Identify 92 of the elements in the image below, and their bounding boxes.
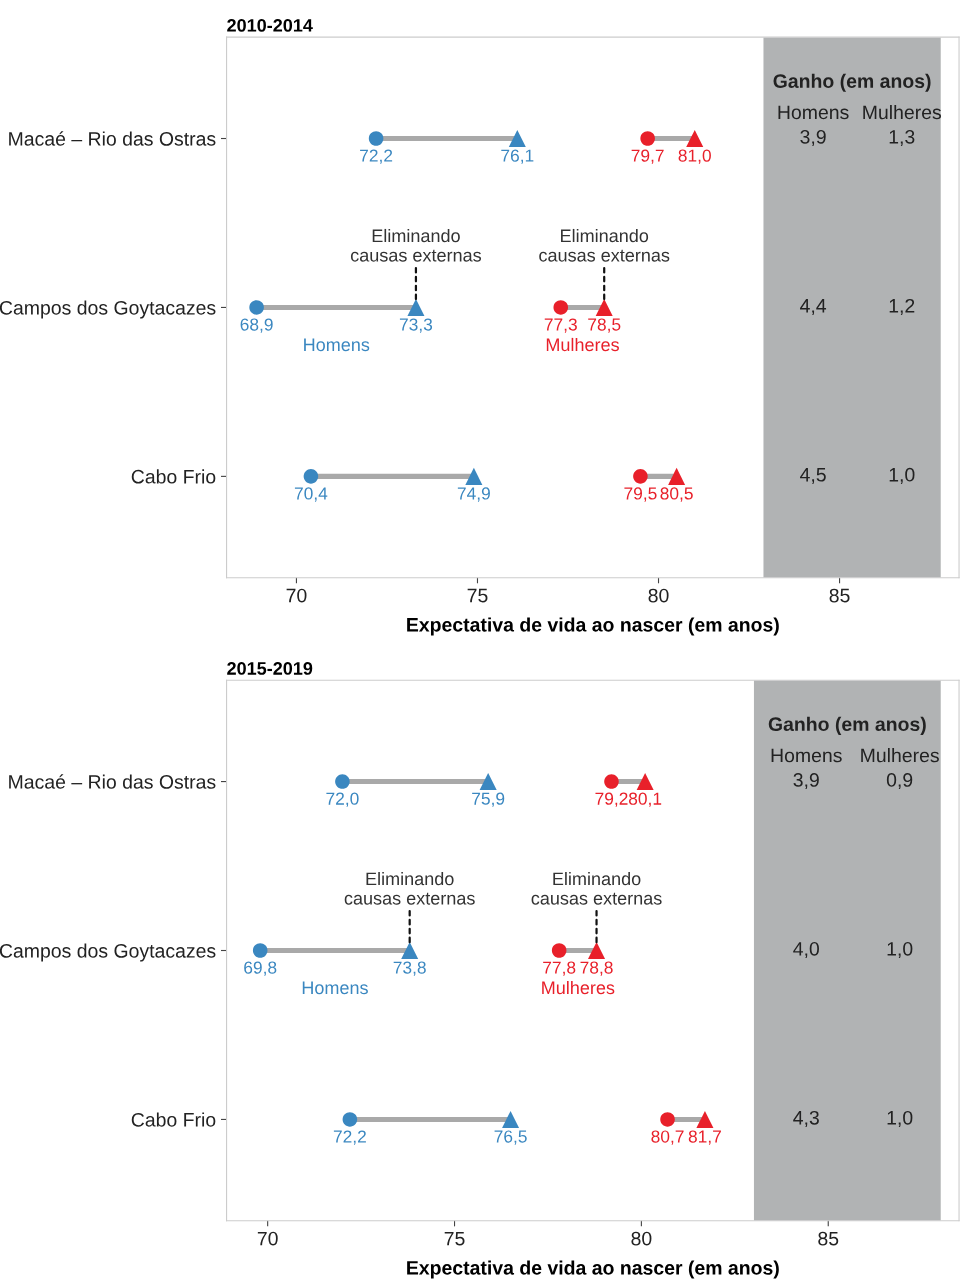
data-label: 74,9: [457, 487, 490, 502]
data-label: 80,5: [660, 487, 693, 502]
data-label: 79,7: [631, 149, 664, 164]
data-label: 4,5: [800, 468, 826, 484]
data-label: 81,0: [678, 149, 711, 164]
data-label: 72,0: [326, 792, 359, 807]
y-tick-label: Campos dos Goytacazes: [0, 943, 216, 962]
data-label: 81,7: [688, 1130, 721, 1145]
y-tick-label: Macaé – Rio das Ostras: [9, 774, 216, 789]
text: Homens: [304, 338, 370, 352]
chart-title: 2015-2019: [227, 662, 313, 675]
y-tick-label: Cabo Frio: [131, 1112, 216, 1127]
text: Homens: [302, 981, 368, 995]
point: [633, 469, 648, 484]
annotation: Homens: [778, 105, 849, 120]
data-label: 69,8: [244, 961, 277, 976]
series-label: Mulheres: [542, 980, 615, 995]
point: [553, 300, 569, 315]
point: [335, 774, 350, 789]
point: [696, 1110, 714, 1128]
data-label: 3,9: [793, 773, 819, 790]
annotation: Eliminando causas externas: [539, 228, 670, 262]
point: [249, 300, 264, 315]
data-label: 72,2: [333, 1130, 366, 1145]
data-label: 73,3: [399, 318, 433, 333]
point: [636, 773, 654, 791]
x-axis-title: Expectativa de vida ao nascer (em anos): [407, 617, 779, 636]
point: [508, 130, 526, 148]
data-label: 78,5: [588, 318, 621, 333]
data-label: 79,2: [595, 792, 628, 807]
point: [686, 130, 704, 148]
annotation: Homens: [771, 748, 842, 763]
data-label: 80,1: [628, 792, 662, 807]
data-label: 76,5: [494, 1130, 527, 1145]
point: [401, 942, 419, 960]
data-label: 1,2: [889, 298, 915, 315]
point: [303, 469, 319, 484]
data-label: 78,8: [580, 961, 613, 976]
point: [502, 1110, 520, 1128]
x-tick-label: 85: [818, 1231, 839, 1246]
x-tick-label: 85: [829, 588, 850, 603]
point: [668, 467, 686, 485]
data-label: 1,3: [889, 129, 915, 147]
data-label: 1,0: [889, 467, 915, 484]
point: [660, 1112, 675, 1127]
y-tick-label: Macaé – Rio das Ostras: [9, 131, 216, 146]
chart-title: 2010-2014: [227, 18, 313, 32]
data-label: 0,9: [886, 773, 913, 790]
x-tick-label: 70: [286, 588, 307, 603]
x-tick-label: 80: [631, 1231, 652, 1246]
data-label: 70,4: [294, 487, 328, 502]
point: [604, 774, 619, 789]
data-label: 79,5: [624, 487, 657, 502]
x-tick-label: 80: [648, 588, 669, 603]
y-tick-label: Cabo Frio: [131, 469, 216, 484]
point: [465, 467, 483, 485]
data-label: 68,9: [240, 318, 273, 333]
point: [407, 298, 425, 316]
y-tick-label: Campos dos Goytacazes: [0, 300, 216, 319]
data-label: 77,8: [543, 961, 576, 976]
x-tick-label: 75: [444, 1231, 465, 1246]
data-label: 1,0: [887, 1110, 913, 1127]
x-axis-title: Expectativa de vida ao nascer (em anos): [407, 1260, 779, 1279]
data-label: 72,2: [360, 149, 393, 164]
point: [342, 1112, 358, 1127]
point: [368, 131, 384, 146]
data-label: 77,3: [544, 318, 577, 333]
annotation: Mulheres: [863, 104, 942, 120]
annotation: Ganho (em anos): [773, 73, 931, 92]
point: [640, 131, 655, 146]
data-label: 76,1: [501, 149, 534, 164]
data-label: 80,7: [651, 1130, 684, 1145]
data-label: 4,0: [793, 941, 819, 959]
series-label: Mulheres: [546, 337, 619, 352]
annotation: Eliminando causas externas: [350, 228, 482, 262]
data-label: 4,4: [800, 299, 827, 315]
point: [588, 942, 606, 960]
point: [479, 773, 497, 791]
data-label: 1,0: [887, 941, 913, 959]
point: [252, 943, 268, 958]
data-label: 73,8: [393, 961, 426, 976]
annotation: Mulheres: [861, 748, 939, 763]
x-tick-label: 70: [257, 1231, 278, 1246]
annotation: Ganho (em anos): [768, 716, 926, 735]
annotation: Eliminando causas externas: [344, 871, 475, 905]
data-label: 75,9: [472, 792, 505, 807]
data-label: 3,9: [800, 129, 826, 147]
x-tick-label: 75: [467, 588, 488, 603]
point: [595, 298, 613, 316]
annotation: Eliminando causas externas: [531, 871, 662, 905]
data-label: 4,3: [793, 1110, 819, 1127]
point: [551, 943, 567, 958]
